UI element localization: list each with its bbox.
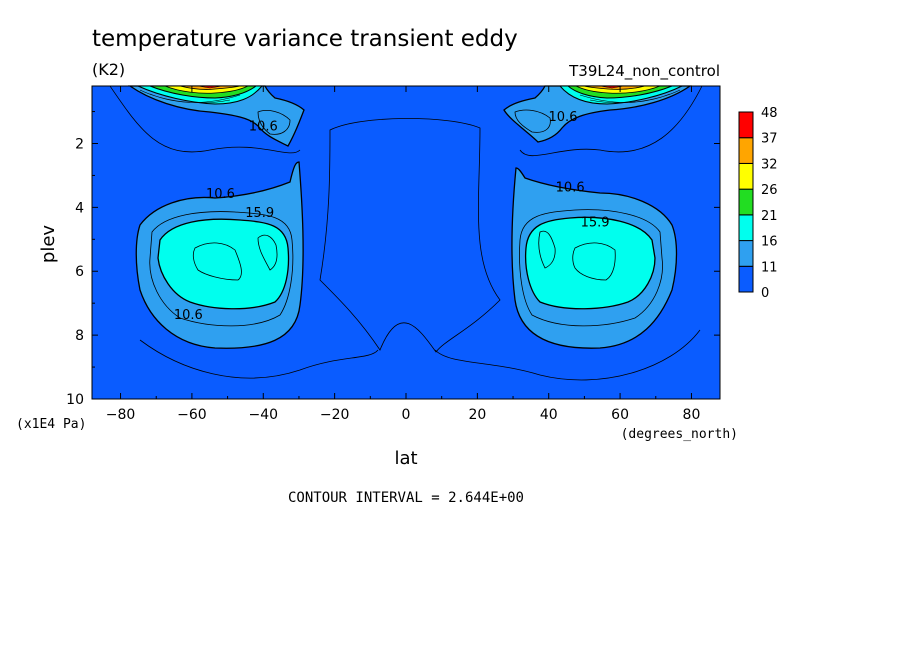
colorbar-swatch — [738, 214, 754, 242]
contour-label: 15.9 — [245, 206, 274, 221]
colorbar-swatch — [738, 111, 754, 139]
colorbar-label: 37 — [761, 132, 778, 147]
contour-label: 15.9 — [581, 216, 610, 231]
contour-label: 10.6 — [556, 180, 585, 195]
y-tick-label: 2 — [75, 136, 84, 152]
x-tick-label: −40 — [248, 407, 278, 423]
contour-label: 10.6 — [206, 187, 235, 202]
y-tick-label: 8 — [75, 328, 84, 344]
x-axis-label: lat — [394, 448, 417, 469]
x-axis: −80 −60 −40 −20 0 20 40 60 80 — [106, 86, 701, 423]
colorbar-label: 11 — [761, 260, 778, 275]
colorbar-label: 16 — [761, 235, 778, 250]
contour-line — [257, 110, 291, 135]
north-lower-blob — [511, 167, 678, 349]
y-axis: 2 4 6 8 10 — [66, 111, 720, 408]
contour-15-9 — [157, 218, 290, 310]
contour-line — [519, 85, 703, 157]
run-label: T39L24_non_control — [568, 62, 720, 81]
contour-line — [257, 234, 278, 271]
x-tick-label: 60 — [611, 407, 629, 423]
contour-line — [149, 211, 294, 327]
y-tick-label: 4 — [75, 200, 84, 216]
contour-labels: 10.6 10.6 10.6 15.9 10.6 10.6 15.9 — [174, 110, 610, 323]
contour-label: 10.6 — [549, 110, 578, 125]
colorbar-swatch — [738, 188, 754, 216]
contour-line — [139, 89, 241, 104]
contour-10-6 — [503, 85, 693, 143]
contour-line — [434, 329, 701, 381]
contour-line — [192, 242, 242, 281]
x-tick-label: 0 — [402, 407, 411, 423]
contour-line — [109, 85, 301, 154]
colorbar-swatch — [738, 137, 754, 164]
colorbar-swatch — [738, 265, 754, 293]
contour-line — [538, 230, 556, 269]
units-label: (K2) — [92, 60, 125, 79]
north-upper-blob — [503, 85, 693, 143]
contour-line — [519, 209, 663, 327]
contour-line — [572, 242, 616, 281]
colorbar-label: 0 — [761, 286, 769, 301]
x-tick-label: −20 — [320, 407, 350, 423]
x-tick-label: 80 — [683, 407, 701, 423]
contour-line — [514, 109, 551, 133]
colorbar-swatch — [738, 162, 754, 190]
chart-title: temperature variance transient eddy — [92, 26, 518, 52]
y-axis-units: (x1E4 Pa) — [16, 417, 86, 432]
colorbar-label: 21 — [761, 209, 778, 224]
plot-area: 10.6 10.6 10.6 15.9 10.6 10.6 15.9 — [91, 85, 721, 400]
y-axis-label: plev — [38, 225, 59, 264]
colorbar-label: 32 — [761, 157, 778, 172]
contour-15-9 — [524, 216, 656, 310]
contour-label: 10.6 — [174, 308, 203, 323]
background-contours — [109, 85, 703, 381]
colorbar: 0 11 16 21 26 32 37 48 — [738, 106, 778, 301]
x-tick-label: 20 — [468, 407, 486, 423]
contour-label: 10.6 — [249, 120, 278, 135]
contour-line — [139, 339, 379, 379]
south-upper-blob — [127, 85, 305, 147]
x-tick-label: 40 — [540, 407, 558, 423]
y-tick-label: 6 — [75, 264, 84, 280]
y-tick-label: 10 — [66, 392, 84, 408]
colorbar-label: 48 — [761, 106, 778, 121]
contour-line — [319, 118, 501, 353]
x-tick-label: −60 — [177, 407, 207, 423]
south-lower-blob — [135, 161, 304, 349]
contour-interval-label: CONTOUR INTERVAL = 2.644E+00 — [288, 490, 524, 506]
contour-line — [579, 89, 681, 104]
x-axis-units: (degrees_north) — [621, 427, 738, 442]
colorbar-label: 26 — [761, 183, 778, 198]
contour-10-6 — [127, 85, 305, 147]
colorbar-swatch — [738, 240, 754, 267]
x-tick-label: −80 — [106, 407, 136, 423]
